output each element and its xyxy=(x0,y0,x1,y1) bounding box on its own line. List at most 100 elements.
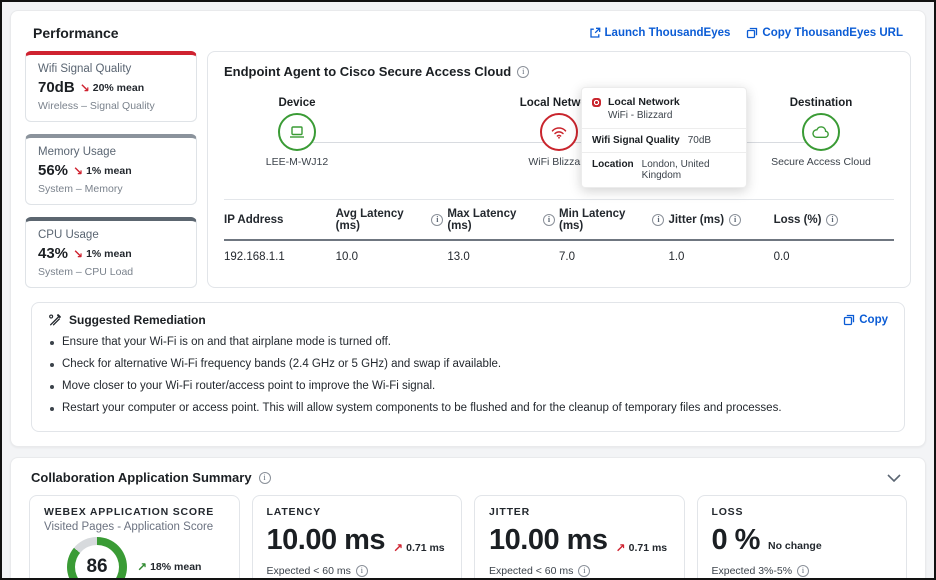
trend-down-icon: ↘ xyxy=(80,81,90,95)
tooltip-row-label: Location xyxy=(592,159,634,181)
copy-button-label: Copy xyxy=(859,314,888,326)
column-header: IP Address xyxy=(224,214,283,226)
suggested-remediation-card: Suggested Remediation Copy Ensure that y… xyxy=(31,302,905,432)
expected-label: Expected < 60 ms xyxy=(489,565,573,577)
info-icon[interactable] xyxy=(543,214,555,226)
expected-label: Expected 3%-5% xyxy=(712,565,793,577)
trend-label: 1% mean xyxy=(86,165,132,177)
column-header: Loss (%) xyxy=(774,214,822,226)
tooltip-row-value: 70dB xyxy=(688,135,711,146)
tools-icon xyxy=(48,313,62,327)
latency-card: LATENCY 10.00 ms ↗0.71 ms Expected < 60 … xyxy=(252,495,463,580)
copy-remediation-button[interactable]: Copy xyxy=(843,314,888,326)
info-icon[interactable] xyxy=(729,214,741,226)
node-name: Secure Access Cloud xyxy=(771,156,871,168)
node-label: Destination xyxy=(790,97,853,109)
card-title: JITTER xyxy=(489,506,670,518)
table-row: 192.168.1.1 10.0 13.0 7.0 1.0 0.0 xyxy=(224,241,894,271)
remediation-item: Check for alternative Wi-Fi frequency ba… xyxy=(48,353,888,375)
trend-label: 1% mean xyxy=(86,248,132,260)
tooltip-row-value: London, United Kingdom xyxy=(642,159,736,181)
trend-label: 18% mean xyxy=(150,561,201,573)
trend-indicator: ↘20% mean xyxy=(80,81,144,95)
local-network-node-circle[interactable] xyxy=(540,113,578,151)
column-header: Max Latency (ms) xyxy=(447,208,538,232)
page-title: Performance xyxy=(33,25,119,41)
trend-up-icon: ↗ xyxy=(137,560,147,574)
laptop-icon xyxy=(288,124,306,140)
cell-avg-latency: 10.0 xyxy=(336,241,448,271)
expected-label: Expected < 60 ms xyxy=(267,565,351,577)
collab-title: Collaboration Application Summary xyxy=(31,470,252,485)
metric-subtitle: Wireless – Signal Quality xyxy=(38,100,184,112)
info-icon[interactable] xyxy=(826,214,838,226)
info-icon[interactable] xyxy=(797,565,809,577)
no-change-label: No change xyxy=(768,540,822,555)
column-header: Avg Latency (ms) xyxy=(336,208,427,232)
chevron-down-icon[interactable] xyxy=(885,472,903,484)
card-title: WEBEX APPLICATION SCORE xyxy=(44,506,225,518)
node-label: Device xyxy=(278,97,315,109)
wifi-icon xyxy=(549,124,569,140)
trend-down-icon: ↘ xyxy=(73,164,83,178)
copy-icon xyxy=(746,27,758,39)
cell-max-latency: 13.0 xyxy=(447,241,559,271)
external-link-icon xyxy=(589,27,601,39)
metric-subtitle: System – CPU Load xyxy=(38,266,184,278)
status-dot-icon xyxy=(592,98,601,107)
webex-score-card: WEBEX APPLICATION SCORE Visited Pages - … xyxy=(29,495,240,580)
remediation-title: Suggested Remediation xyxy=(69,313,206,327)
trend-indicator: ↗18% mean xyxy=(137,560,201,574)
tooltip-row-label: Wifi Signal Quality xyxy=(592,135,680,146)
remediation-list: Ensure that your Wi-Fi is on and that ai… xyxy=(48,331,888,419)
remediation-item: Ensure that your Wi-Fi is on and that ai… xyxy=(48,331,888,353)
copy-thousandeyes-url-link[interactable]: Copy ThousandEyes URL xyxy=(746,27,903,39)
tooltip-title: Local Network xyxy=(608,96,680,108)
node-device: Device LEE-M-WJ12 xyxy=(232,97,362,168)
info-icon[interactable] xyxy=(652,214,664,226)
score-value: 86 xyxy=(75,545,119,580)
remediation-item: Restart your computer or access point. T… xyxy=(48,397,888,419)
topology-diagram: Device LEE-M-WJ12 Local Network xyxy=(224,89,894,191)
cloud-icon xyxy=(811,125,831,140)
info-icon[interactable] xyxy=(578,565,590,577)
trend-up-icon: ↗ xyxy=(616,541,626,555)
launch-thousandeyes-link[interactable]: Launch ThousandEyes xyxy=(589,27,731,39)
trend-indicator: ↗0.71 ms xyxy=(616,541,668,555)
loss-value: 0 % xyxy=(712,526,760,555)
metric-title: CPU Usage xyxy=(38,229,184,241)
info-icon[interactable] xyxy=(431,214,443,226)
device-node-circle[interactable] xyxy=(278,113,316,151)
latency-value: 10.00 ms xyxy=(267,526,386,555)
trend-label: 20% mean xyxy=(93,82,144,94)
destination-node-circle[interactable] xyxy=(802,113,840,151)
metric-value: 43% xyxy=(38,245,68,262)
info-icon[interactable] xyxy=(356,565,368,577)
metric-sidebar: Wifi Signal Quality 70dB ↘20% mean Wirel… xyxy=(25,51,197,288)
app-window: Performance Launch ThousandEyes Copy Tho… xyxy=(0,0,936,580)
metric-card-memory[interactable]: Memory Usage 56% ↘1% mean System – Memor… xyxy=(25,134,197,205)
copy-thousandeyes-url-label: Copy ThousandEyes URL xyxy=(762,27,903,39)
trend-down-icon: ↘ xyxy=(73,247,83,261)
cell-loss: 0.0 xyxy=(774,241,894,271)
cell-min-latency: 7.0 xyxy=(559,241,668,271)
trend-indicator: ↗0.71 ms xyxy=(393,541,445,555)
loss-card: LOSS 0 % No change Expected 3%-5% xyxy=(697,495,908,580)
launch-thousandeyes-label: Launch ThousandEyes xyxy=(605,27,731,39)
metric-card-wifi-signal[interactable]: Wifi Signal Quality 70dB ↘20% mean Wirel… xyxy=(25,51,197,122)
trend-indicator: ↘1% mean xyxy=(73,164,132,178)
metric-value: 70dB xyxy=(38,79,75,96)
metric-card-cpu[interactable]: CPU Usage 43% ↘1% mean System – CPU Load xyxy=(25,217,197,288)
tooltip-subtitle: WiFi - Blizzard xyxy=(608,110,680,121)
info-icon[interactable] xyxy=(517,66,529,78)
trend-indicator: ↘1% mean xyxy=(73,247,132,261)
card-subtitle: Visited Pages - Application Score xyxy=(44,521,225,533)
performance-panel: Performance Launch ThousandEyes Copy Tho… xyxy=(10,10,926,447)
path-metrics-table: IP Address Avg Latency (ms) Max Latency … xyxy=(224,199,894,271)
column-header: Min Latency (ms) xyxy=(559,208,647,232)
info-icon[interactable] xyxy=(259,472,271,484)
endpoint-topology-card: Endpoint Agent to Cisco Secure Access Cl… xyxy=(207,51,911,288)
metric-title: Memory Usage xyxy=(38,146,184,158)
table-header-row: IP Address Avg Latency (ms) Max Latency … xyxy=(224,199,894,241)
trend-label: 0.71 ms xyxy=(629,542,668,554)
